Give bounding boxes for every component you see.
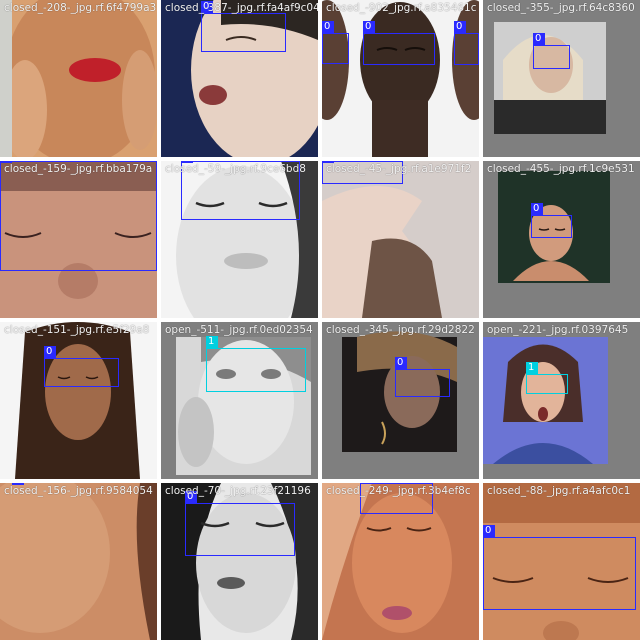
- detection-box: 0: [531, 203, 572, 238]
- detection-box: 1: [526, 362, 568, 394]
- tile: 0 closed_-45-_jpg.rf.a1e971f2: [322, 161, 479, 318]
- detection-box: 0: [201, 1, 286, 52]
- tile-filename: closed_-59-_jpg.rf.9ce6bd8: [165, 163, 306, 175]
- tile-filename: closed_-88-_jpg.rf.a4afc0c1: [487, 485, 631, 497]
- detection-label: 0: [0, 161, 12, 163]
- detection-box: 0: [533, 33, 570, 69]
- detection-label: 0: [181, 161, 193, 163]
- tile-filename: closed_-355-_jpg.rf.64c8360: [487, 2, 635, 14]
- tile: 0 closed_-88-_jpg.rf.a4afc0c1: [483, 483, 640, 640]
- tile-filename: open_-511-_jpg.rf.0ed02354: [165, 324, 313, 336]
- detection-box: 0: [44, 346, 119, 387]
- face-photo: [0, 483, 157, 640]
- face-photo: [0, 322, 157, 479]
- tile: 1 open_-221-_jpg.rf.0397645: [483, 322, 640, 479]
- detection-box: 0: [360, 483, 433, 514]
- face-photo: [0, 0, 157, 157]
- tile: 0 0 0 closed_-902_jpg.rf.a835461c: [322, 0, 479, 157]
- detection-label: 0: [322, 21, 334, 33]
- face-photo: [161, 161, 318, 318]
- face-photo: [494, 22, 606, 134]
- tile-filename: closed_-45-_jpg.rf.a1e971f2: [326, 163, 472, 175]
- face-photo: [322, 483, 479, 640]
- tile: 0 closed_-387-_jpg.rf.fa4af9c04: [161, 0, 318, 157]
- tile: 0 closed_-249-_jpg.rf.3b4ef8c: [322, 483, 479, 640]
- tile: 0 closed_-59-_jpg.rf.9ce6bd8: [161, 161, 318, 318]
- detection-label: 1: [206, 336, 218, 348]
- detection-label: 0: [454, 21, 466, 33]
- tile: 0 closed_-345-_jpg.rf.29d2822: [322, 322, 479, 479]
- detection-box: 0: [0, 161, 157, 271]
- tile-filename: closed_-156-_jpg.rf.9584054: [4, 485, 153, 497]
- detection-box: 0: [12, 483, 24, 485]
- tile: 0 closed_-151-_jpg.rf.e5f29a8: [0, 322, 157, 479]
- tile-filename: open_-221-_jpg.rf.0397645: [487, 324, 629, 336]
- detection-label: 0: [12, 483, 24, 485]
- detection-box: 0: [322, 21, 349, 64]
- detection-label: 0: [363, 21, 375, 33]
- tile-filename: closed_-387-_jpg.rf.fa4af9c04: [165, 2, 318, 14]
- tile: 0 closed_-455-_jpg.rf.1c9e531: [483, 161, 640, 318]
- detection-label: 1: [526, 362, 538, 374]
- tile: 0 closed_-156-_jpg.rf.9584054: [0, 483, 157, 640]
- detection-label: 0: [201, 1, 213, 13]
- detection-box: 0: [181, 161, 300, 220]
- tile-filename: closed_-208-_jpg.rf.6f4799a3: [4, 2, 157, 14]
- face-photo: [483, 337, 608, 464]
- detection-label: 0: [185, 491, 197, 503]
- detection-label: 0: [322, 161, 334, 163]
- tile-filename: closed_-159-_jpg.rf.bba179a: [4, 163, 153, 175]
- tile-filename: closed_-70-_jpg.rf.23f21196: [165, 485, 311, 497]
- face-photo: [161, 483, 318, 640]
- face-photo: [161, 0, 318, 157]
- tile: 0 closed_-70-_jpg.rf.23f21196: [161, 483, 318, 640]
- detection-box: 0: [185, 491, 295, 556]
- tile: closed_-208-_jpg.rf.6f4799a3: [0, 0, 157, 157]
- tile-filename: closed_-151-_jpg.rf.e5f29a8: [4, 324, 150, 336]
- detection-box: 0: [483, 525, 636, 610]
- face-photo: [498, 171, 610, 283]
- face-photo: [342, 331, 457, 452]
- tile-filename: closed_-249-_jpg.rf.3b4ef8c: [326, 485, 471, 497]
- tile: 0 closed_-355-_jpg.rf.64c8360: [483, 0, 640, 157]
- face-photo: [322, 161, 479, 318]
- detection-label: 0: [531, 203, 543, 215]
- tile: 0 closed_-159-_jpg.rf.bba179a: [0, 161, 157, 318]
- detection-label: 0: [533, 33, 545, 45]
- tile: 1 open_-511-_jpg.rf.0ed02354: [161, 322, 318, 479]
- detection-box: 0: [322, 161, 403, 184]
- tile-filename: closed_-455-_jpg.rf.1c9e531: [487, 163, 635, 175]
- face-photo: [0, 161, 157, 318]
- detection-box: 1: [206, 336, 306, 392]
- tile-filename: closed_-345-_jpg.rf.29d2822: [326, 324, 475, 336]
- face-photo: [322, 0, 479, 157]
- detection-box: 0: [454, 21, 479, 65]
- detection-label: 0: [483, 525, 495, 537]
- face-photo: [483, 483, 640, 640]
- detection-box: 0: [395, 357, 450, 397]
- detection-label: 0: [395, 357, 407, 369]
- detection-box: 0: [363, 21, 435, 65]
- detection-label: 0: [44, 346, 56, 358]
- tile-filename: closed_-902_jpg.rf.a835461c: [326, 2, 477, 14]
- face-photo: [176, 337, 311, 475]
